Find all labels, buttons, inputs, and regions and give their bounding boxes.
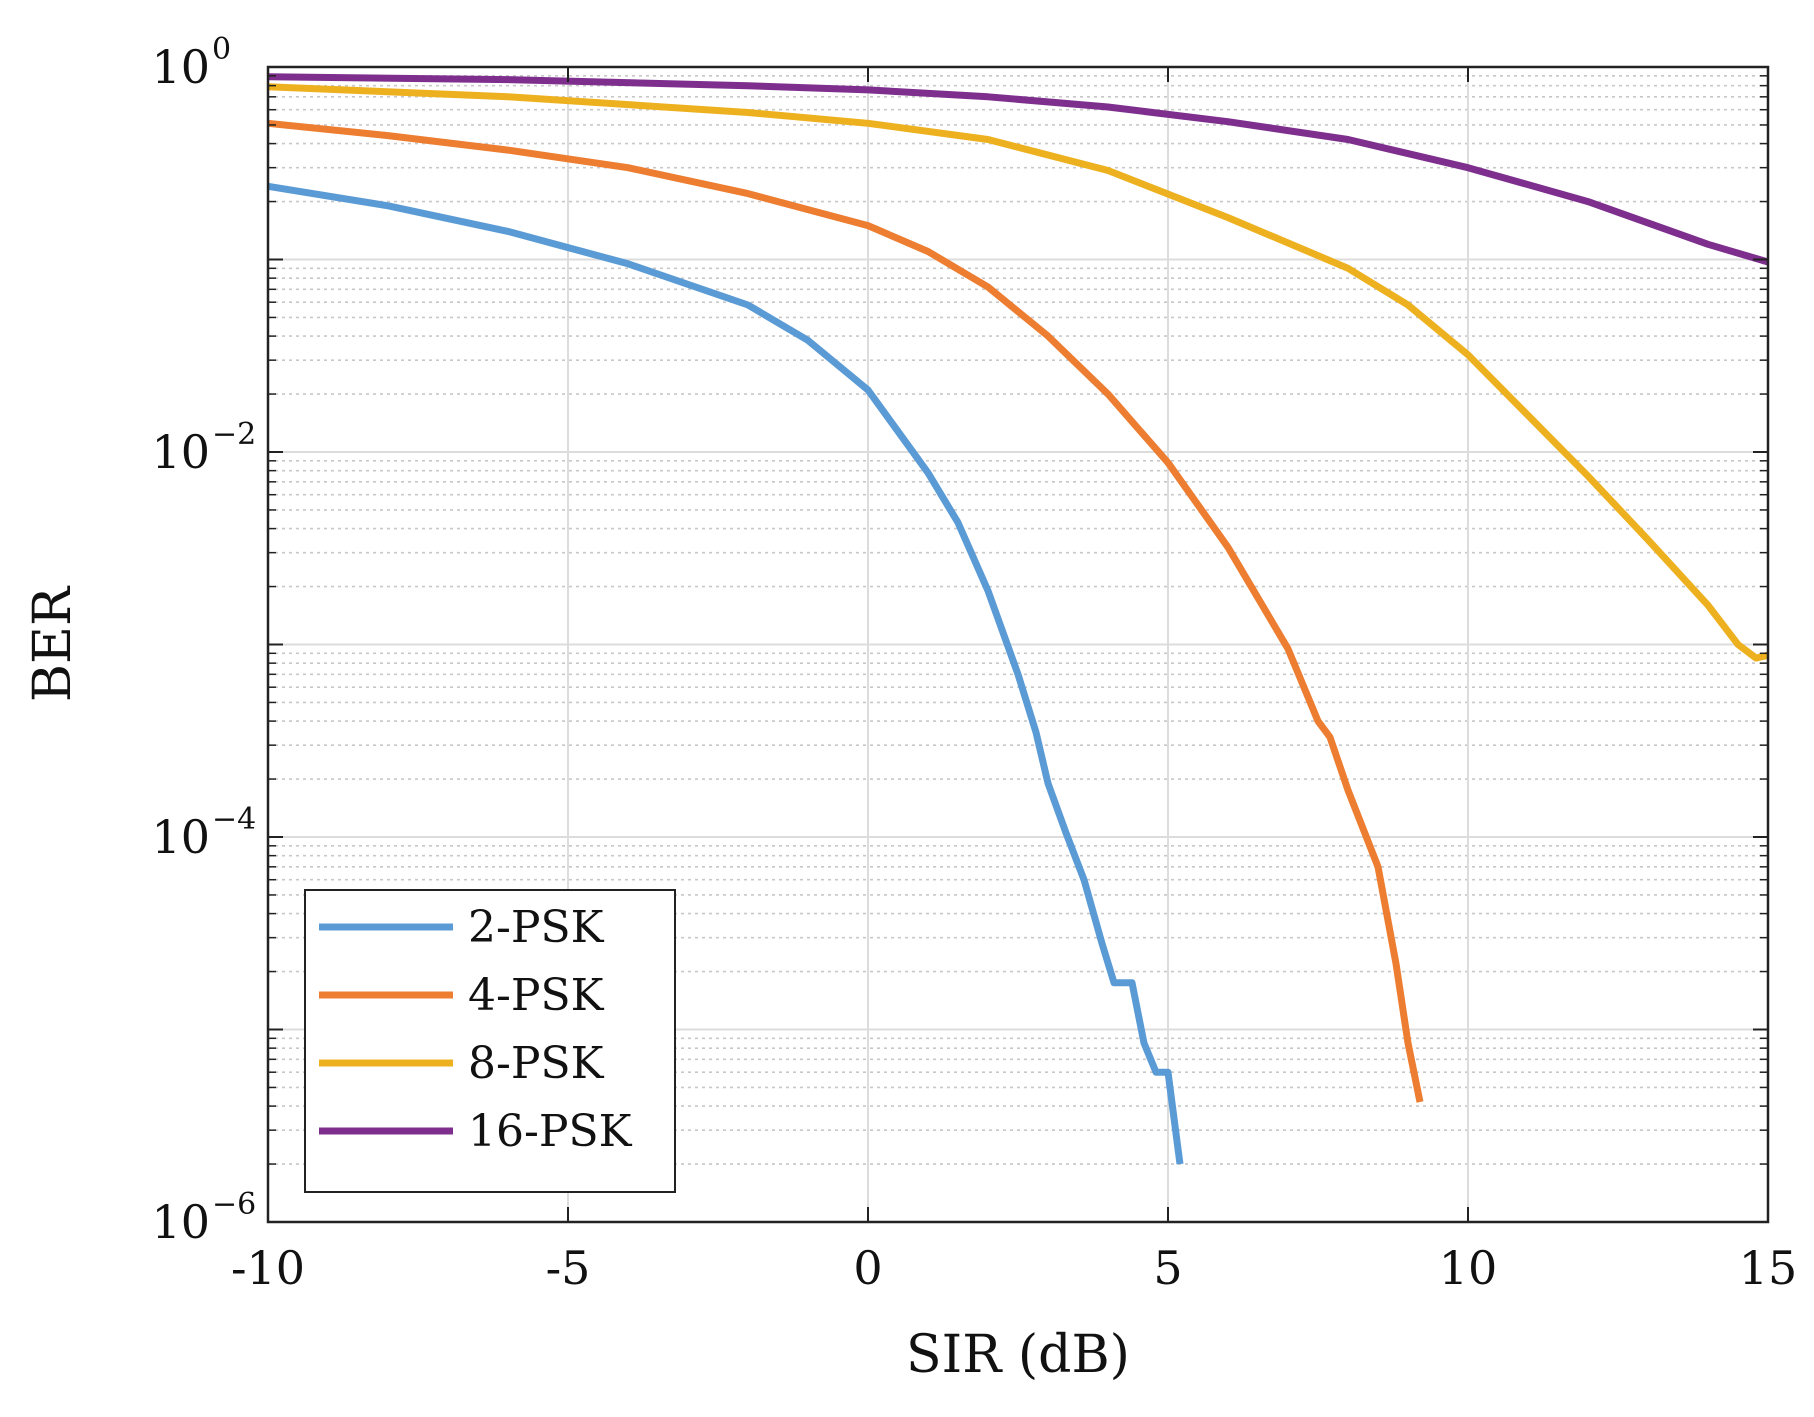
y-tick-base: 10 (151, 810, 210, 864)
legend-box (304, 889, 676, 1193)
legend-entry: 16-PSK (319, 1106, 633, 1157)
y-tick-base: 10 (151, 1195, 210, 1249)
x-tick-labels: -10 -5 0 5 10 15 (231, 1241, 1797, 1295)
x-tick-label: -5 (546, 1241, 591, 1295)
legend-entry: 2-PSK (319, 902, 605, 953)
y-tick-label: 10 0 (151, 32, 231, 94)
y-tick-base: 10 (151, 40, 210, 94)
y-tick-exponent: −2 (212, 417, 256, 452)
y-axis-title: BER (23, 585, 83, 702)
legend-label: 16-PSK (468, 1106, 633, 1157)
y-tick-base: 10 (151, 425, 210, 479)
y-tick-exponent: 0 (212, 32, 231, 67)
x-tick-label: 5 (1153, 1241, 1182, 1295)
y-tick-exponent: −4 (212, 802, 256, 837)
legend-label: 2-PSK (468, 902, 605, 953)
y-tick-label: 10 −6 (151, 1187, 256, 1249)
y-tick-label: 10 −4 (151, 802, 256, 864)
x-tick-label: 15 (1739, 1241, 1798, 1295)
series-line-16-psk (267, 73, 1769, 266)
series-line-2-psk (267, 182, 1184, 1165)
series-line-8-psk (267, 83, 1769, 662)
y-tick-exponent: −6 (212, 1187, 256, 1222)
x-tick-label: 0 (853, 1241, 882, 1295)
legend-entry: 8-PSK (319, 1038, 605, 1089)
legend-entry: 4-PSK (319, 970, 605, 1021)
legend-label: 8-PSK (468, 1038, 605, 1089)
series-line-4-psk (267, 119, 1424, 1103)
x-tick-label: 10 (1439, 1241, 1498, 1295)
tick-marks (267, 66, 1769, 1223)
y-tick-label: 10 −2 (151, 417, 256, 479)
x-tick-label: -10 (231, 1241, 305, 1295)
x-axis-title: SIR (dB) (906, 1325, 1130, 1385)
minor-grid (268, 75, 1768, 1165)
legend: 2-PSK 4-PSK 8-PSK 16-PSK (304, 889, 676, 1193)
series-lines (267, 73, 1769, 1165)
legend-label: 4-PSK (468, 970, 605, 1021)
